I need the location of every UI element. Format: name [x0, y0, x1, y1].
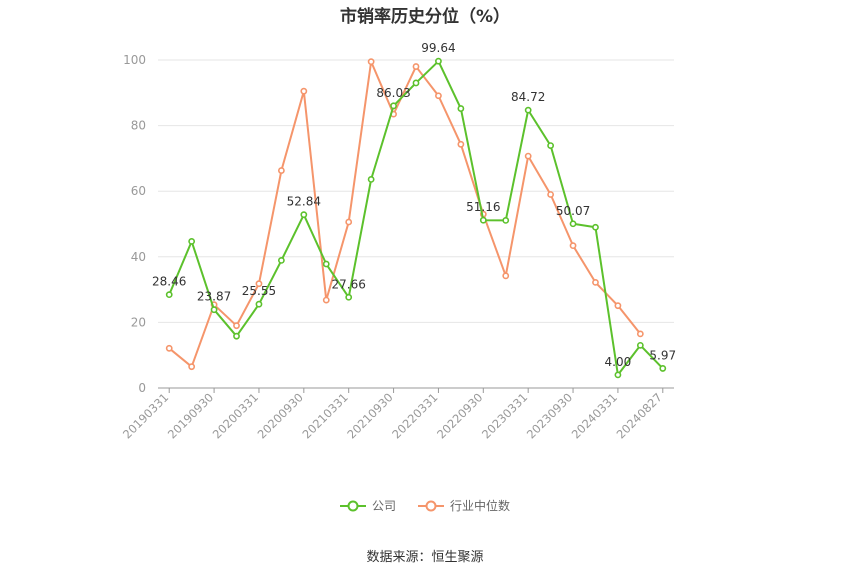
data-label: 52.84: [287, 195, 321, 209]
data-point-company: [322, 260, 330, 268]
x-tick-label: 20210331: [300, 390, 351, 441]
series-line-company: [168, 60, 664, 376]
data-source: 数据来源：恒生聚源: [366, 550, 484, 565]
data-point-industry: [502, 272, 510, 280]
line-chart: 0 20 40 60 80 100 2019033120190930202003312020…: [120, 41, 676, 441]
data-point-company: [300, 211, 308, 219]
x-tick-label: 20220331: [389, 390, 440, 441]
x-tick-label: 20200930: [255, 390, 306, 441]
data-point-industry: [322, 296, 330, 304]
data-point-industry: [300, 87, 308, 95]
data-point-industry: [345, 218, 353, 226]
data-label: 84.72: [511, 90, 545, 104]
data-point-industry: [569, 242, 577, 250]
x-tick-label: 20230930: [524, 390, 575, 441]
data-point-industry: [412, 63, 420, 70]
series-line-industry: [168, 60, 642, 368]
chart-title: 市销率历史分位（%）: [339, 7, 511, 27]
y-tick-label: 80: [131, 119, 146, 133]
data-label: 51.16: [466, 200, 500, 214]
data-point-company: [457, 105, 465, 112]
data-point-company: [255, 300, 263, 308]
legend-item-company[interactable]: 公司: [339, 497, 396, 514]
x-tick-label: 20240331: [569, 390, 620, 441]
data-label: 99.64: [421, 41, 455, 55]
y-tick-label: 40: [131, 250, 146, 264]
data-label: 28.46: [152, 275, 186, 289]
legend-company-label: 公司: [371, 499, 396, 513]
data-label: 27.66: [332, 277, 366, 291]
x-tick-label: 20210930: [344, 390, 395, 441]
data-point-company: [390, 102, 397, 110]
data-label: 4.00: [605, 355, 632, 369]
chart-legend: 公司 行业中位数: [0, 497, 850, 514]
y-tick-label: 0: [138, 381, 146, 395]
data-point-company: [524, 106, 532, 114]
y-tick-label: 20: [131, 315, 146, 329]
x-tick-label: 20230331: [479, 390, 530, 441]
y-tick-label: 60: [131, 184, 146, 198]
data-point-company: [277, 257, 285, 264]
data-point-company: [165, 291, 173, 299]
data-label: 23.87: [197, 290, 231, 304]
data-point-company: [233, 332, 240, 340]
data-point-industry: [524, 152, 532, 160]
data-point-industry: [255, 280, 263, 288]
data-point-industry: [277, 167, 285, 174]
data-point-company: [210, 306, 218, 314]
data-point-company: [614, 371, 622, 379]
data-point-industry: [165, 344, 173, 352]
y-tick-label: 100: [123, 53, 146, 67]
data-label: 50.07: [556, 204, 590, 218]
data-point-industry: [435, 92, 442, 100]
data-point-company: [367, 175, 375, 183]
data-point-company: [435, 57, 442, 65]
legend-industry-label: 行业中位数: [450, 499, 511, 513]
data-label: 86.03: [376, 86, 410, 100]
data-point-company: [592, 223, 599, 231]
data-point-industry: [233, 322, 240, 330]
data-point-industry: [592, 278, 599, 286]
data-point-company: [569, 220, 577, 228]
legend-industry-symbol: [418, 500, 444, 511]
legend-company-symbol: [339, 500, 366, 511]
data-point-company: [479, 216, 487, 224]
data-point-company: [547, 142, 555, 150]
data-point-industry: [367, 58, 375, 66]
data-point-company: [412, 79, 420, 87]
x-tick-label: 20240827: [614, 390, 665, 441]
legend-item-industry[interactable]: 行业中位数: [418, 497, 510, 514]
data-point-company: [502, 216, 510, 224]
data-point-industry: [457, 140, 465, 148]
data-point-company: [188, 237, 196, 245]
data-point-industry: [188, 363, 196, 371]
data-point-industry: [547, 191, 555, 198]
data-label: 25.55: [242, 284, 276, 298]
data-point-company: [659, 365, 667, 372]
data-point-industry: [614, 302, 622, 310]
x-tick-label: 20190331: [120, 390, 171, 441]
x-tick-label: 20190930: [165, 390, 216, 441]
data-point-company: [636, 341, 644, 349]
data-label: 5.97: [649, 348, 676, 362]
x-tick-label: 20200331: [210, 390, 261, 441]
data-point-company: [345, 293, 353, 301]
x-tick-label: 20220930: [434, 390, 485, 441]
data-point-industry: [636, 330, 644, 338]
